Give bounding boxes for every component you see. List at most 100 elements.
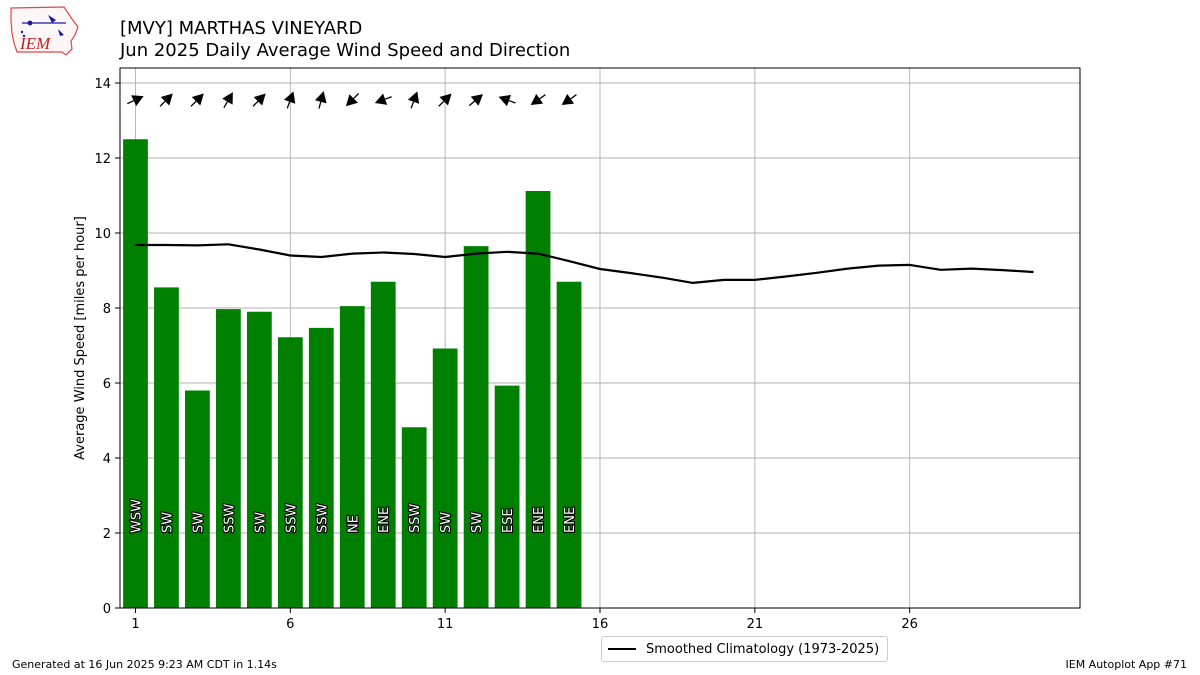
arrow-shaft [190, 100, 197, 107]
wind-direction-arrows [127, 91, 577, 109]
direction-label-day-3: SW [191, 512, 206, 533]
y-tick-label: 12 [94, 152, 111, 167]
bar-day-4 [216, 309, 241, 608]
direction-labels: WSW SW SW SSW SW SSW SSW NE ENE SSW SW SW ESE ENE ENE [128, 498, 579, 534]
arrow-head [253, 93, 266, 106]
arrow-shaft [384, 96, 392, 100]
direction-label-day-14: ENE [532, 507, 547, 533]
arrow-head [374, 93, 388, 105]
bar-day-5 [246, 311, 272, 608]
direction-label-day-5: SW [253, 512, 268, 533]
direction-label-day-7: SSW [315, 503, 330, 533]
arrow-head [407, 91, 420, 104]
x-tick-label: 26 [901, 617, 918, 632]
arrow-shaft [468, 100, 476, 107]
arrow-shaft [438, 100, 445, 107]
bar-day-15 [556, 281, 582, 608]
wind-arrow-day-4 [222, 92, 233, 108]
arrow-head [530, 93, 544, 106]
arrow-shaft [508, 99, 516, 104]
legend: Smoothed Climatology (1973-2025) [601, 636, 889, 662]
y-tick-label: 14 [94, 77, 111, 92]
direction-label-day-15: ENE [563, 507, 578, 533]
wind-arrow-day-9 [374, 93, 392, 105]
arrow-head [561, 93, 575, 106]
iowa-outline [10, 6, 79, 56]
arrow-head [498, 94, 512, 107]
bar-day-6 [277, 337, 303, 608]
bar-day-12 [463, 246, 489, 608]
iem-logo: IEM [10, 6, 79, 56]
climatology-line [135, 243, 1034, 284]
direction-label-day-8: NE [346, 515, 361, 533]
arrow-shaft [318, 101, 322, 109]
wind-arrow-day-5 [252, 93, 266, 107]
direction-label-day-9: ENE [377, 507, 392, 533]
wind-arrow-day-13 [498, 94, 516, 107]
direction-label-day-1: WSW [129, 499, 144, 533]
generated-timestamp: Generated at 16 Jun 2025 9:23 AM CDT in … [12, 658, 277, 671]
legend-label: Smoothed Climatology (1973-2025) [646, 641, 880, 657]
direction-label-day-10: SSW [408, 503, 423, 533]
bar-day-9 [370, 281, 396, 608]
arrow-head [345, 94, 358, 107]
wind-arrow-day-3 [190, 93, 204, 107]
wind-arrow-day-10 [407, 91, 420, 109]
wind-arrow-day-15 [561, 93, 577, 106]
arrow-shaft [410, 101, 415, 109]
arrow-shaft [570, 94, 577, 100]
bar-day-13 [494, 385, 520, 608]
chart-subtitle: Jun 2025 Daily Average Wind Speed and Di… [120, 40, 571, 61]
y-tick-label: 0 [103, 602, 111, 617]
wind-speed-bars [123, 139, 582, 608]
direction-label-day-2: SW [160, 512, 175, 533]
x-tick-label: 11 [437, 617, 454, 632]
direction-label-day-6: SSW [284, 503, 299, 533]
arrow-head [222, 92, 233, 105]
arrow-shaft [223, 101, 228, 108]
wind-arrow-day-8 [345, 93, 360, 107]
arrow-head [439, 93, 452, 106]
wind-arrow-day-7 [314, 91, 327, 109]
bar-day-3 [185, 390, 210, 608]
arrow-shaft [252, 100, 259, 107]
direction-label-day-4: SSW [222, 503, 237, 533]
y-tick-label: 2 [103, 527, 111, 542]
wind-arrow-day-1 [127, 95, 144, 107]
logo-text: IEM [19, 34, 51, 53]
bar-day-2 [154, 287, 179, 608]
bar-day-10 [401, 427, 427, 608]
arrow-head [314, 91, 327, 104]
y-tick-label: 6 [103, 377, 111, 392]
bar-day-11 [432, 348, 458, 608]
arrow-shaft [159, 100, 166, 107]
x-tick-label: 21 [747, 617, 764, 632]
bar-day-7 [308, 327, 334, 608]
arrow-head [191, 93, 204, 106]
arrow-head [131, 95, 144, 107]
direction-label-day-11: SW [439, 512, 454, 533]
arrow-head [470, 94, 484, 106]
wind-arrow-day-6 [284, 91, 296, 109]
x-tick-label: 16 [592, 617, 609, 632]
app-id: IEM Autoplot App #71 [1065, 658, 1188, 671]
wind-arrow-day-14 [530, 93, 546, 106]
wind-arrow-day-12 [468, 94, 484, 107]
x-tick-label: 1 [131, 617, 139, 632]
wind-arrow-day-11 [438, 93, 452, 107]
direction-label-day-12: SW [470, 512, 485, 533]
arrow-head [284, 91, 296, 104]
chart-title: [MVY] MARTHAS VINEYARD [120, 18, 363, 39]
bar-day-8 [339, 306, 365, 608]
arrow-shaft [127, 100, 134, 105]
wind-arrow-day-2 [159, 93, 173, 107]
y-tick-label: 4 [103, 452, 111, 467]
direction-label-day-13: ESE [501, 508, 516, 533]
arrow-head [160, 93, 173, 106]
y-tick-label: 8 [103, 302, 111, 317]
bar-day-14 [525, 191, 551, 608]
arrow-shaft [286, 101, 291, 109]
legend-line-swatch [608, 648, 636, 650]
